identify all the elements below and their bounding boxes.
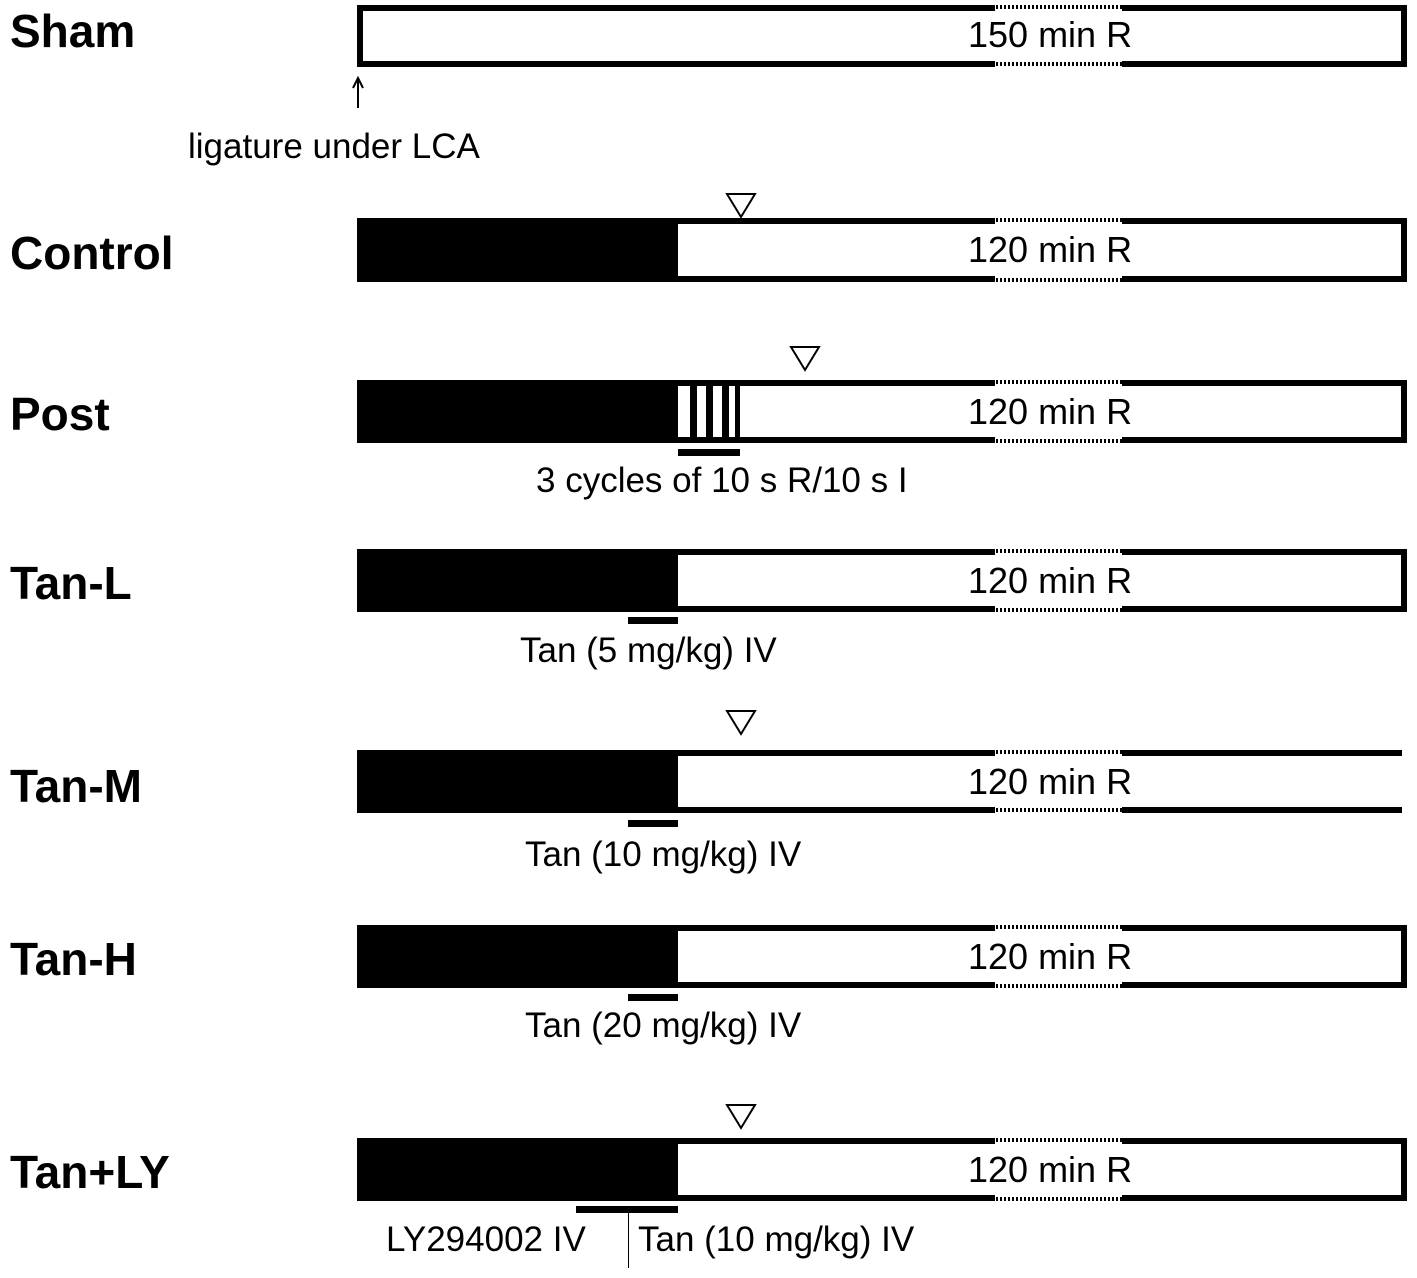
reperfusion-label: 120 min R	[968, 391, 1132, 432]
triangle-marker-icon	[725, 193, 757, 219]
triangle-marker-icon	[789, 346, 821, 372]
group-label: Tan-H	[10, 933, 137, 985]
reperfusion-label: 120 min R	[968, 1149, 1132, 1190]
ligature-annotation: ligature under LCA	[188, 127, 480, 166]
treatment-bar	[628, 617, 678, 624]
reperfusion-label: 120 min R	[968, 936, 1132, 977]
group-label: Post	[10, 388, 110, 440]
reperfusion-label: 120 min R	[968, 761, 1132, 802]
reperfusion-label: 120 min R	[968, 560, 1132, 601]
tan-l-annotation: Tan (5 mg/kg) IV	[520, 631, 777, 670]
treatment-bar	[628, 820, 678, 827]
treatment-bar	[628, 994, 678, 1001]
row-tan-l: Tan-L 120 min R Tan (5 mg/kg) IV	[10, 547, 1407, 670]
ischemia-block	[357, 549, 678, 612]
arrow-up-icon	[352, 75, 364, 108]
reperfusion-bar-top	[357, 750, 1402, 756]
ischemia-block	[357, 218, 678, 282]
postconditioning-cycles	[690, 380, 740, 443]
row-post: Post 120 min R 3 cycles of 10 s R/10 s I	[10, 346, 1407, 500]
row-tan-ly: Tan+LY 120 min R LY294002 IV Tan (10 mg/…	[10, 1104, 1407, 1268]
reperfusion-bar-bottom	[357, 807, 1402, 813]
ischemia-block	[357, 1138, 678, 1201]
treatment-bar	[678, 449, 740, 456]
tan-ly-annotation: Tan (10 mg/kg) IV	[638, 1220, 915, 1259]
row-tan-m: Tan-M 120 min R Tan (10 mg/kg) IV	[10, 710, 1402, 874]
ischemia-block	[357, 750, 678, 813]
triangle-marker-icon	[725, 1104, 757, 1130]
ly-annotation: LY294002 IV	[386, 1220, 586, 1259]
tan-m-annotation: Tan (10 mg/kg) IV	[525, 835, 802, 874]
tan-h-annotation: Tan (20 mg/kg) IV	[525, 1006, 802, 1045]
reperfusion-label: 120 min R	[968, 229, 1132, 270]
dotted-divider	[626, 1213, 629, 1268]
treatment-bar	[576, 1206, 678, 1213]
reperfusion-bar	[357, 5, 1407, 67]
row-tan-h: Tan-H 120 min R Tan (20 mg/kg) IV	[10, 923, 1407, 1045]
triangle-marker-icon	[725, 710, 757, 736]
post-annotation: 3 cycles of 10 s R/10 s I	[536, 461, 908, 500]
row-control: Control 120 min R	[10, 193, 1407, 284]
group-label: Control	[10, 227, 174, 279]
group-label: Sham	[10, 5, 135, 57]
reperfusion-label: 150 min R	[968, 14, 1132, 55]
ischemia-block	[357, 380, 678, 443]
group-label: Tan-L	[10, 557, 132, 609]
group-label: Tan-M	[10, 760, 142, 812]
group-label: Tan+LY	[10, 1146, 170, 1198]
ischemia-block	[357, 925, 678, 988]
row-sham: Sham 150 min R ligature under LCA	[10, 4, 1407, 166]
